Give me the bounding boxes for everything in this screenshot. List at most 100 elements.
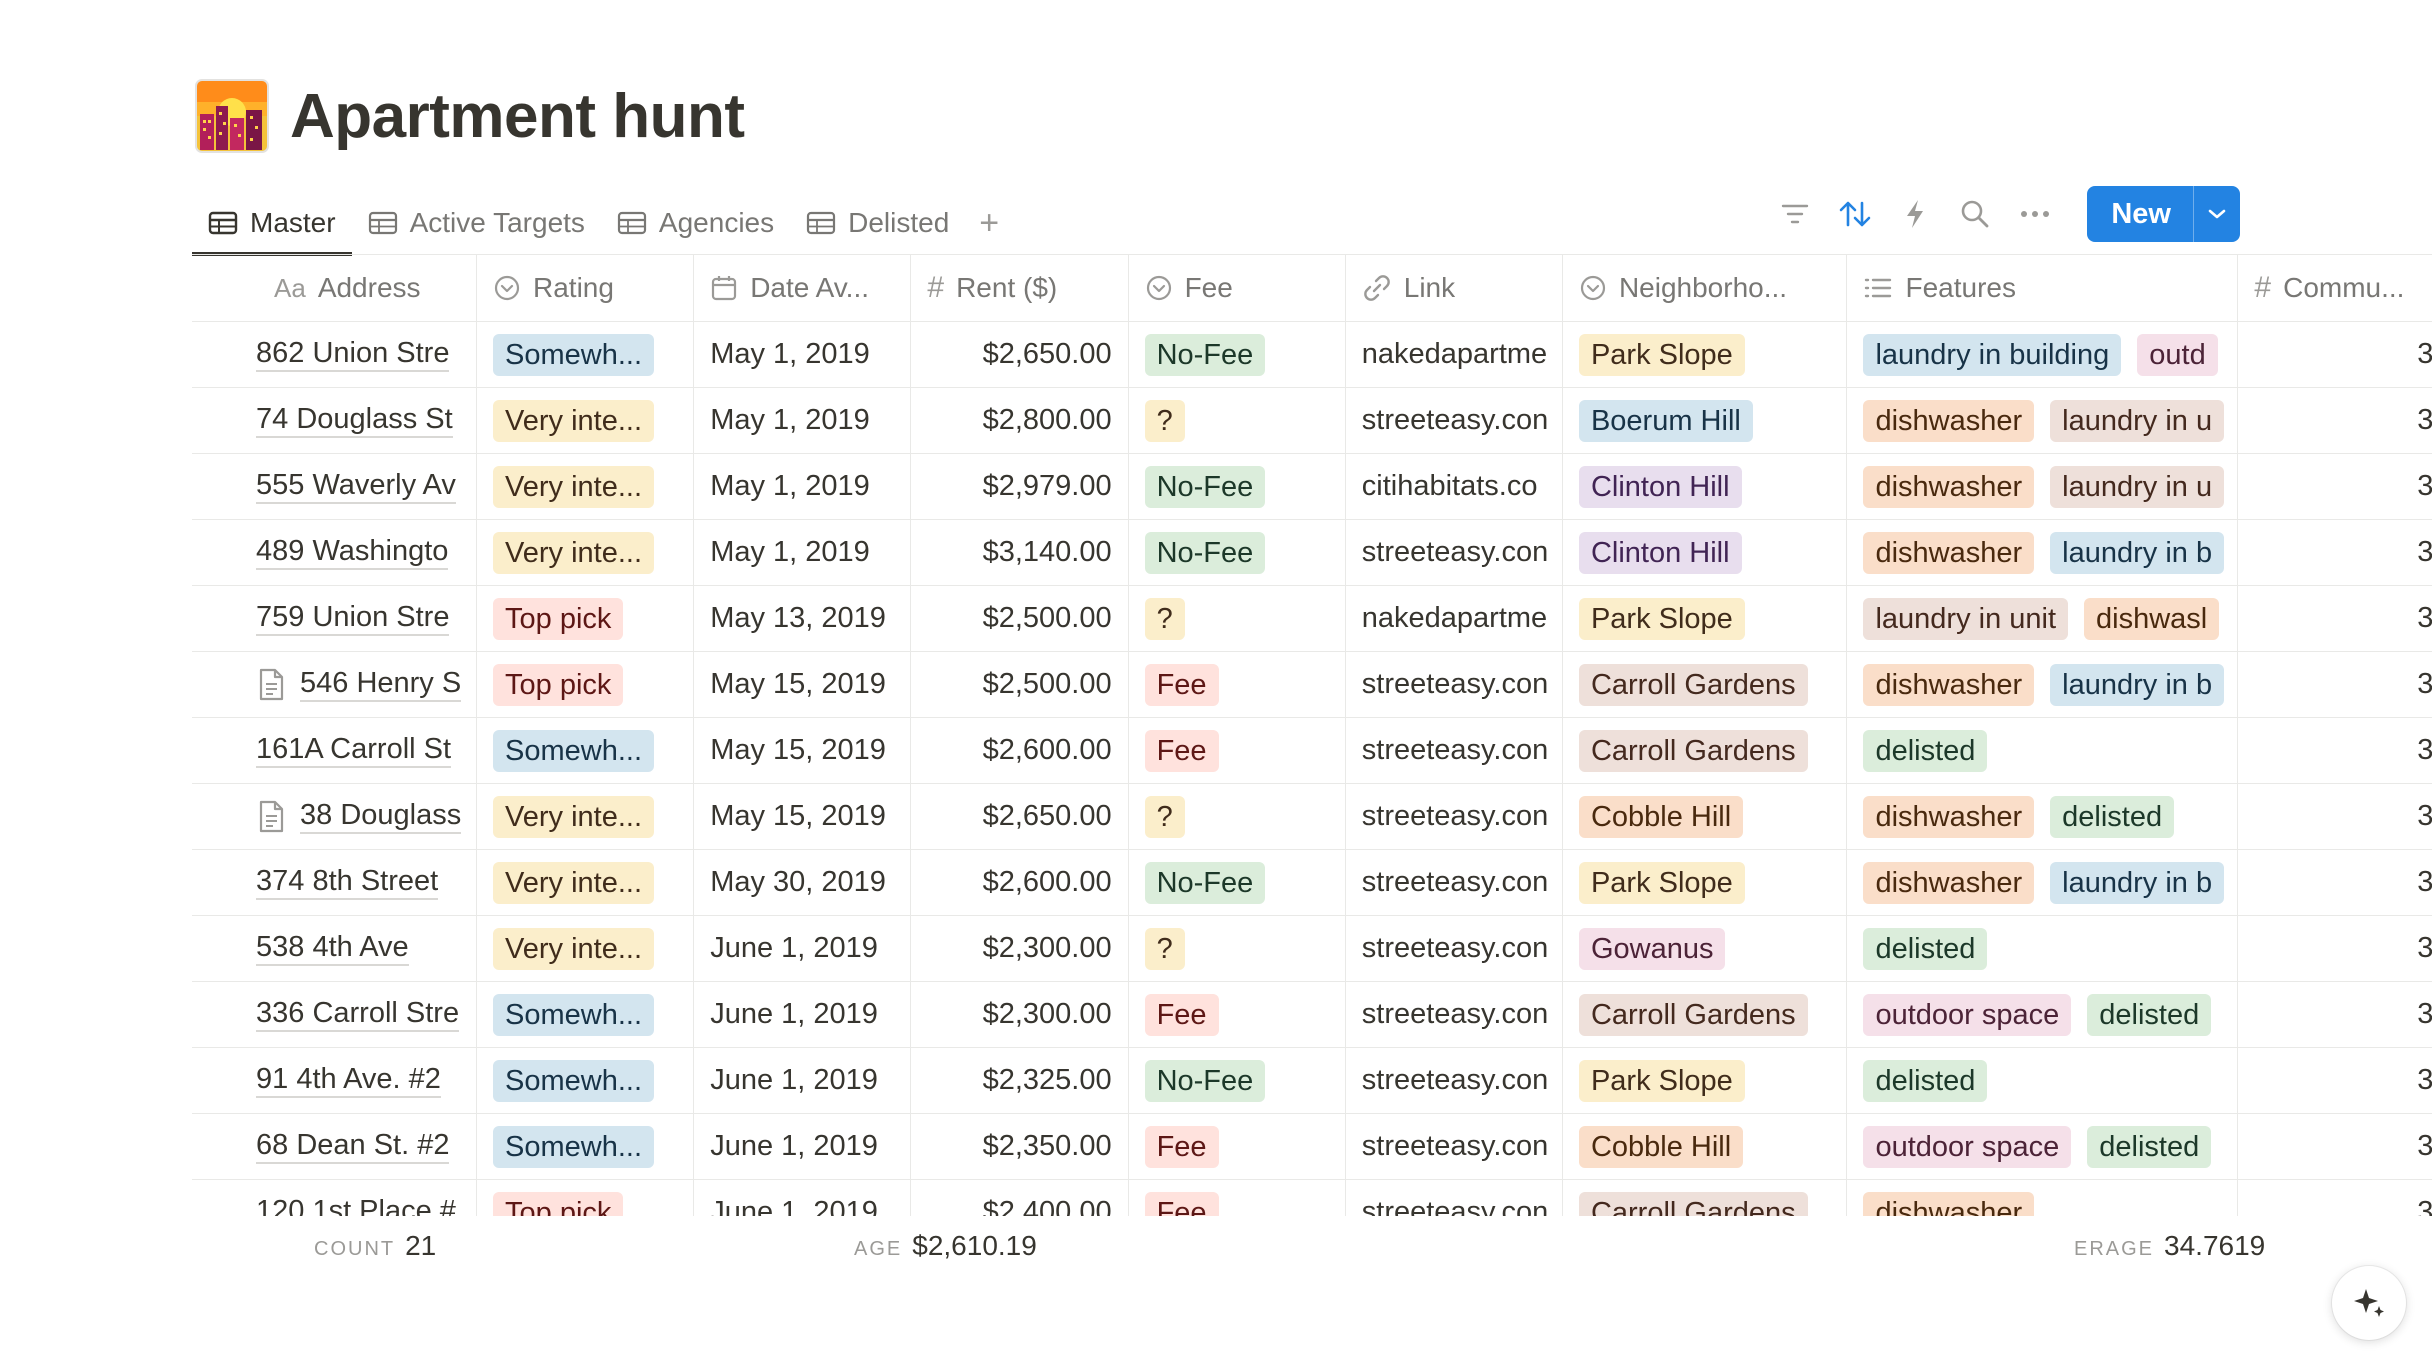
table-row[interactable]: 489 Washingto Very inte... May 1, 2019 $3,1…	[192, 519, 2432, 586]
features-cell[interactable]: laundry in unit dishwasl	[1846, 585, 2239, 652]
fee-tag[interactable]: No-Fee	[1144, 1059, 1266, 1102]
fee-cell[interactable]: ?	[1128, 915, 1346, 982]
features-cell[interactable]: dishwasher laundry in u	[1846, 453, 2239, 520]
add-view-icon[interactable]: +	[979, 204, 1000, 242]
address-cell[interactable]: 489 Washingto	[192, 519, 478, 586]
rent-cell[interactable]: $2,350.00	[910, 1113, 1129, 1180]
neighborhood-tag[interactable]: Cobble Hill	[1578, 1125, 1744, 1168]
address-text[interactable]: 38 Douglass	[300, 799, 462, 834]
feature-tag[interactable]: delisted	[1863, 1059, 1988, 1102]
link-text[interactable]: streeteasy.con	[1361, 734, 1549, 766]
link-text[interactable]: streeteasy.con	[1361, 668, 1549, 700]
table-row[interactable]: 862 Union Stre Somewh... May 1, 2019 $2,650…	[192, 321, 2432, 388]
commute-cell[interactable]: 30	[2237, 519, 2432, 586]
table-row[interactable]: 38 Douglass Very inte... May 15, 2019 $2,65…	[192, 783, 2432, 850]
neighborhood-cell[interactable]: Boerum Hill	[1562, 387, 1848, 454]
commute-cell[interactable]: 33	[2237, 1179, 2432, 1216]
features-cell[interactable]: dishwasher laundry in u	[1846, 387, 2239, 454]
address-text[interactable]: 68 Dean St. #2	[256, 1129, 450, 1164]
rent-cell[interactable]: $3,140.00	[910, 519, 1129, 586]
rating-tag[interactable]: Very inte...	[493, 399, 655, 442]
filter-icon[interactable]	[1777, 196, 1813, 232]
fee-cell[interactable]: No-Fee	[1128, 849, 1346, 916]
neighborhood-tag[interactable]: Carroll Gardens	[1578, 1191, 1808, 1216]
link-text[interactable]: streeteasy.con	[1361, 1064, 1549, 1096]
rating-cell[interactable]: Top pick	[476, 1179, 695, 1216]
fee-cell[interactable]: Fee	[1128, 651, 1346, 718]
address-text[interactable]: 161A Carroll St	[256, 733, 452, 768]
rating-cell[interactable]: Very inte...	[476, 453, 695, 520]
address-cell[interactable]: 538 4th Ave	[192, 915, 478, 982]
fee-cell[interactable]: No-Fee	[1128, 453, 1346, 520]
rating-tag[interactable]: Top pick	[493, 663, 624, 706]
table-row[interactable]: 336 Carroll Stre Somewh... June 1, 2019 $2,…	[192, 981, 2432, 1048]
table-row[interactable]: 555 Waverly Av Very inte... May 1, 2019 $2,…	[192, 453, 2432, 520]
table-row[interactable]: 374 8th Street Very inte... May 30, 2019 $2…	[192, 849, 2432, 916]
feature-tag[interactable]: delisted	[2050, 795, 2175, 838]
date-cell[interactable]: June 1, 2019	[693, 915, 912, 982]
column-header-neighborhood[interactable]: Neighborho...	[1562, 254, 1848, 322]
commute-cell[interactable]: 33	[2237, 453, 2432, 520]
date-cell[interactable]: May 15, 2019	[693, 783, 912, 850]
address-cell[interactable]: 74 Douglass St	[192, 387, 478, 454]
rating-cell[interactable]: Somewh...	[476, 321, 695, 388]
commute-cell[interactable]: 37	[2237, 717, 2432, 784]
address-cell[interactable]: 555 Waverly Av	[192, 453, 478, 520]
neighborhood-tag[interactable]: Park Slope	[1578, 597, 1745, 640]
neighborhood-tag[interactable]: Cobble Hill	[1578, 795, 1744, 838]
feature-tag[interactable]: outdoor space	[1863, 1125, 2072, 1168]
rating-cell[interactable]: Very inte...	[476, 915, 695, 982]
neighborhood-tag[interactable]: Carroll Gardens	[1578, 663, 1808, 706]
rating-cell[interactable]: Top pick	[476, 651, 695, 718]
column-header-link[interactable]: Link	[1345, 254, 1563, 322]
rent-cell[interactable]: $2,325.00	[910, 1047, 1129, 1114]
address-text[interactable]: 91 4th Ave. #2	[256, 1063, 441, 1098]
fee-cell[interactable]: Fee	[1128, 1113, 1346, 1180]
address-cell[interactable]: 38 Douglass	[192, 783, 478, 850]
address-cell[interactable]: 91 4th Ave. #2	[192, 1047, 478, 1114]
rent-cell[interactable]: $2,979.00	[910, 453, 1129, 520]
rent-cell[interactable]: $2,500.00	[910, 651, 1129, 718]
link-cell[interactable]: citihabitats.co	[1345, 453, 1563, 520]
address-cell[interactable]: 759 Union Stre	[192, 585, 478, 652]
fee-tag[interactable]: Fee	[1144, 1191, 1219, 1216]
commute-average-calculation[interactable]: ERAGE 34.7619	[2074, 1230, 2265, 1262]
fee-cell[interactable]: No-Fee	[1128, 1047, 1346, 1114]
fee-cell[interactable]: ?	[1128, 783, 1346, 850]
column-header-date-available[interactable]: Date Av...	[693, 254, 912, 322]
features-cell[interactable]: outdoor space delisted	[1846, 981, 2239, 1048]
column-header-features[interactable]: Features	[1846, 254, 2239, 322]
column-header-rating[interactable]: Rating	[476, 254, 695, 322]
rating-tag[interactable]: Very inte...	[493, 861, 655, 904]
fee-tag[interactable]: ?	[1144, 597, 1185, 640]
neighborhood-cell[interactable]: Carroll Gardens	[1562, 981, 1848, 1048]
rating-cell[interactable]: Very inte...	[476, 519, 695, 586]
rent-cell[interactable]: $2,650.00	[910, 321, 1129, 388]
neighborhood-cell[interactable]: Park Slope	[1562, 585, 1848, 652]
address-cell[interactable]: 862 Union Stre	[192, 321, 478, 388]
feature-tag[interactable]: laundry in b	[2050, 663, 2225, 706]
neighborhood-cell[interactable]: Cobble Hill	[1562, 1113, 1848, 1180]
date-cell[interactable]: May 1, 2019	[693, 453, 912, 520]
feature-tag[interactable]: outdoor space	[1863, 993, 2072, 1036]
date-cell[interactable]: May 15, 2019	[693, 651, 912, 718]
link-cell[interactable]: streeteasy.con	[1345, 1047, 1563, 1114]
feature-tag[interactable]: laundry in unit	[1863, 597, 2069, 640]
fee-cell[interactable]: Fee	[1128, 1179, 1346, 1216]
feature-tag[interactable]: laundry in b	[2050, 531, 2225, 574]
feature-tag[interactable]: dishwasher	[1863, 663, 2035, 706]
fee-tag[interactable]: Fee	[1144, 993, 1219, 1036]
rating-tag[interactable]: Very inte...	[493, 795, 655, 838]
table-row[interactable]: 759 Union Stre Top pick May 13, 2019 $2,500…	[192, 585, 2432, 652]
link-text[interactable]: citihabitats.co	[1361, 470, 1538, 502]
fee-tag[interactable]: Fee	[1144, 663, 1219, 706]
fee-tag[interactable]: Fee	[1144, 729, 1219, 772]
features-cell[interactable]: outdoor space delisted	[1846, 1113, 2239, 1180]
table-row[interactable]: 161A Carroll St Somewh... May 15, 2019 $2,6…	[192, 717, 2432, 784]
feature-tag[interactable]: laundry in b	[2050, 861, 2225, 904]
feature-tag[interactable]: delisted	[1863, 927, 1988, 970]
date-cell[interactable]: May 1, 2019	[693, 321, 912, 388]
commute-cell[interactable]: 37	[2237, 651, 2432, 718]
fee-cell[interactable]: Fee	[1128, 981, 1346, 1048]
link-text[interactable]: streeteasy.con	[1361, 866, 1549, 898]
